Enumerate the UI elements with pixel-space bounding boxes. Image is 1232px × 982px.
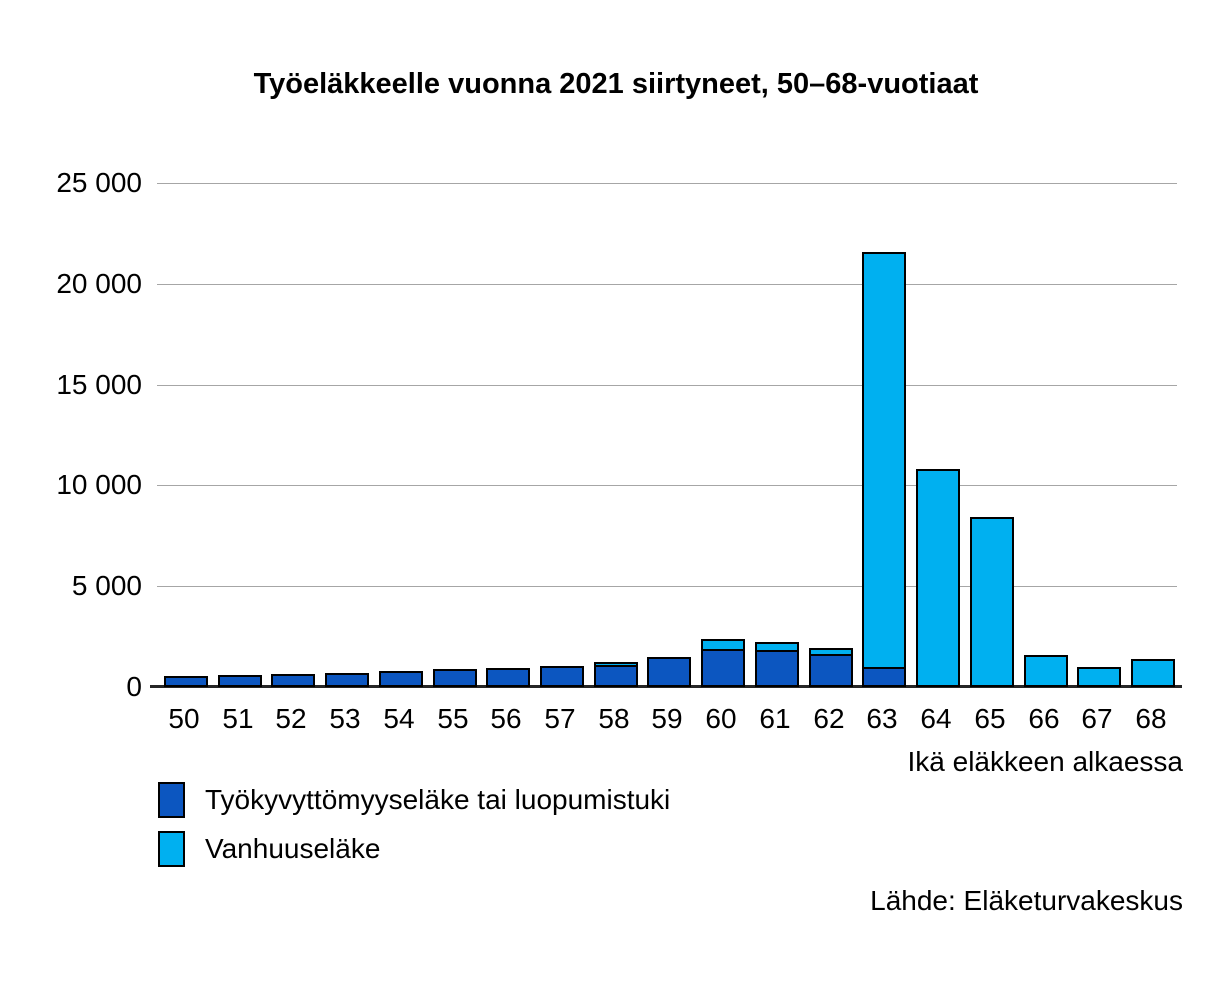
bar-age-51	[218, 675, 262, 687]
legend: Työkyvyttömyyseläke tai luopumistuki Van…	[158, 782, 670, 880]
segment-old-age	[864, 254, 904, 667]
segment-old-age	[918, 471, 958, 685]
x-tick-label: 67	[1081, 703, 1113, 734]
segment-disability	[220, 677, 260, 685]
segment-disability	[166, 678, 206, 685]
gridline-5000	[157, 586, 1177, 588]
x-tick-label: 60	[705, 703, 737, 734]
legend-label-old-age: Vanhuuseläke	[205, 833, 381, 864]
bar-age-63	[862, 252, 906, 687]
segment-disability	[435, 671, 475, 685]
segment-disability	[703, 651, 743, 685]
segment-divider	[811, 654, 851, 656]
source-note: Lähde: Eläketurvakeskus	[870, 885, 1183, 916]
segment-old-age	[972, 519, 1012, 685]
x-tick-label: 50	[168, 703, 200, 734]
segment-disability	[864, 669, 904, 685]
bar-age-64	[916, 469, 960, 687]
x-tick-label: 56	[490, 703, 522, 734]
y-tick-label: 15 000	[56, 368, 142, 400]
segment-old-age	[703, 641, 743, 649]
x-tick-label: 66	[1028, 703, 1060, 734]
segment-old-age	[1133, 661, 1173, 685]
segment-disability	[488, 670, 528, 685]
segment-old-age	[757, 644, 797, 650]
x-tick-label: 52	[275, 703, 307, 734]
legend-label-disability: Työkyvyttömyyseläke tai luopumistuki	[205, 784, 671, 815]
x-axis-title: Ikä eläkkeen alkaessa	[907, 746, 1183, 777]
gridline-10000	[157, 485, 1177, 487]
segment-disability	[327, 675, 367, 685]
segment-divider	[864, 667, 904, 669]
x-tick-label: 62	[813, 703, 845, 734]
bar-age-55	[433, 669, 477, 687]
segment-disability	[542, 668, 582, 685]
bar-age-53	[325, 673, 369, 687]
bar-age-58	[594, 662, 638, 687]
segment-divider	[703, 649, 743, 651]
segment-disability	[381, 673, 421, 685]
bar-age-57	[540, 666, 584, 687]
segment-disability	[811, 656, 851, 685]
bar-age-56	[486, 668, 530, 687]
gridline-25000	[157, 183, 1177, 184]
bar-age-66	[1024, 655, 1068, 687]
plot-area	[150, 183, 1182, 688]
x-tick-label: 63	[866, 703, 898, 734]
bar-age-54	[379, 671, 423, 687]
bar-age-52	[271, 674, 315, 687]
bar-age-62	[809, 648, 853, 687]
bar-age-67	[1077, 667, 1121, 687]
x-tick-label: 61	[759, 703, 791, 734]
x-tick-label: 64	[920, 703, 952, 734]
chart-title: Työeläkkeelle vuonna 2021 siirtyneet, 50…	[253, 68, 979, 100]
bar-age-60	[701, 639, 745, 687]
segment-disability	[649, 659, 689, 685]
x-tick-label: 51	[222, 703, 254, 734]
y-tick-label: 25 000	[56, 167, 142, 198]
segment-disability	[273, 676, 313, 685]
legend-swatch-disability	[158, 782, 185, 818]
x-tick-label: 59	[651, 703, 683, 734]
segment-disability	[596, 667, 636, 685]
y-tick-label: 5 000	[71, 570, 142, 602]
y-tick-label: 20 000	[56, 267, 142, 299]
x-tick-label: 53	[329, 703, 361, 734]
x-tick-label: 58	[598, 703, 630, 734]
segment-divider	[757, 650, 797, 652]
segment-old-age	[811, 650, 851, 654]
x-tick-label: 68	[1135, 703, 1167, 734]
x-tick-label: 55	[437, 703, 469, 734]
segment-divider	[596, 665, 636, 667]
legend-item-disability: Työkyvyttömyyseläke tai luopumistuki	[158, 782, 670, 818]
y-tick-label: 10 000	[56, 469, 142, 501]
x-tick-label: 65	[974, 703, 1006, 734]
x-tick-label: 57	[544, 703, 576, 734]
bar-age-68	[1131, 659, 1175, 687]
segment-disability	[757, 652, 797, 685]
bar-age-59	[647, 657, 691, 687]
x-tick-label: 54	[383, 703, 415, 734]
gridline-20000	[157, 283, 1177, 285]
segment-old-age	[596, 664, 636, 665]
gridline-15000	[157, 384, 1177, 386]
y-tick-label: 0	[126, 671, 142, 702]
legend-swatch-old-age	[158, 831, 185, 867]
legend-item-old-age: Vanhuuseläke	[158, 831, 670, 867]
bar-age-65	[970, 517, 1014, 687]
segment-old-age	[1026, 657, 1066, 685]
segment-old-age	[1079, 669, 1119, 685]
bar-age-50	[164, 676, 208, 687]
bar-age-61	[755, 642, 799, 687]
